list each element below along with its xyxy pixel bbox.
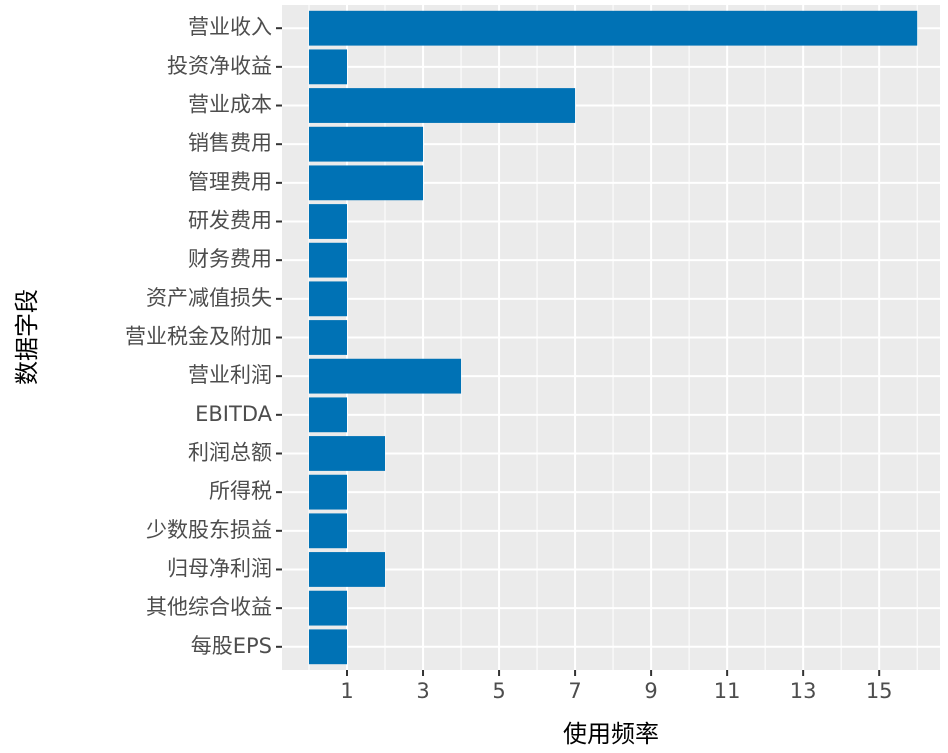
x-tick-label: 9 xyxy=(644,679,657,703)
y-tick-label: 归母净利润 xyxy=(167,556,272,580)
bar xyxy=(308,10,918,46)
bar xyxy=(308,242,348,278)
y-tick-label: 少数股东损益 xyxy=(146,518,272,542)
bar xyxy=(308,126,424,162)
bar xyxy=(308,474,348,510)
x-tick-label: 5 xyxy=(492,679,505,703)
y-tick-label: 管理费用 xyxy=(188,170,272,194)
y-tick-label: 资产减值损失 xyxy=(146,286,272,310)
y-tick-label: 营业收入 xyxy=(188,15,272,39)
x-tick-label: 3 xyxy=(416,679,429,703)
y-tick-label: 营业利润 xyxy=(188,363,272,387)
bar xyxy=(308,49,348,85)
bar xyxy=(308,88,576,123)
y-tick-label: 所得税 xyxy=(209,479,272,503)
y-axis-title: 数据字段 xyxy=(13,289,41,385)
y-tick-label: EBITDA xyxy=(195,402,272,426)
bar xyxy=(308,358,462,394)
x-tick-label: 13 xyxy=(790,679,817,703)
bar xyxy=(308,629,348,665)
y-tick-label: 每股EPS xyxy=(191,634,272,658)
y-tick-label: 销售费用 xyxy=(188,131,272,155)
x-axis-title: 使用频率 xyxy=(563,720,659,748)
bar xyxy=(308,204,348,239)
x-tick-label: 7 xyxy=(568,679,581,703)
bar xyxy=(308,436,386,471)
x-tick-label: 11 xyxy=(714,679,741,703)
y-tick-label: 投资净收益 xyxy=(167,54,272,78)
bar xyxy=(308,590,348,626)
bar xyxy=(308,320,348,355)
y-tick-label: 营业税金及附加 xyxy=(125,325,272,349)
bar xyxy=(308,397,348,433)
bar xyxy=(308,165,424,201)
y-tick-label: 利润总额 xyxy=(188,440,272,464)
x-tick-label: 15 xyxy=(866,679,893,703)
x-tick-label: 1 xyxy=(340,679,353,703)
bar xyxy=(308,552,386,587)
y-tick-label: 研发费用 xyxy=(188,209,272,233)
y-tick-label: 其他综合收益 xyxy=(146,595,272,619)
y-tick-label: 财务费用 xyxy=(188,247,272,271)
y-tick-label: 营业成本 xyxy=(188,93,272,117)
bar xyxy=(308,513,348,549)
bar xyxy=(308,281,348,317)
